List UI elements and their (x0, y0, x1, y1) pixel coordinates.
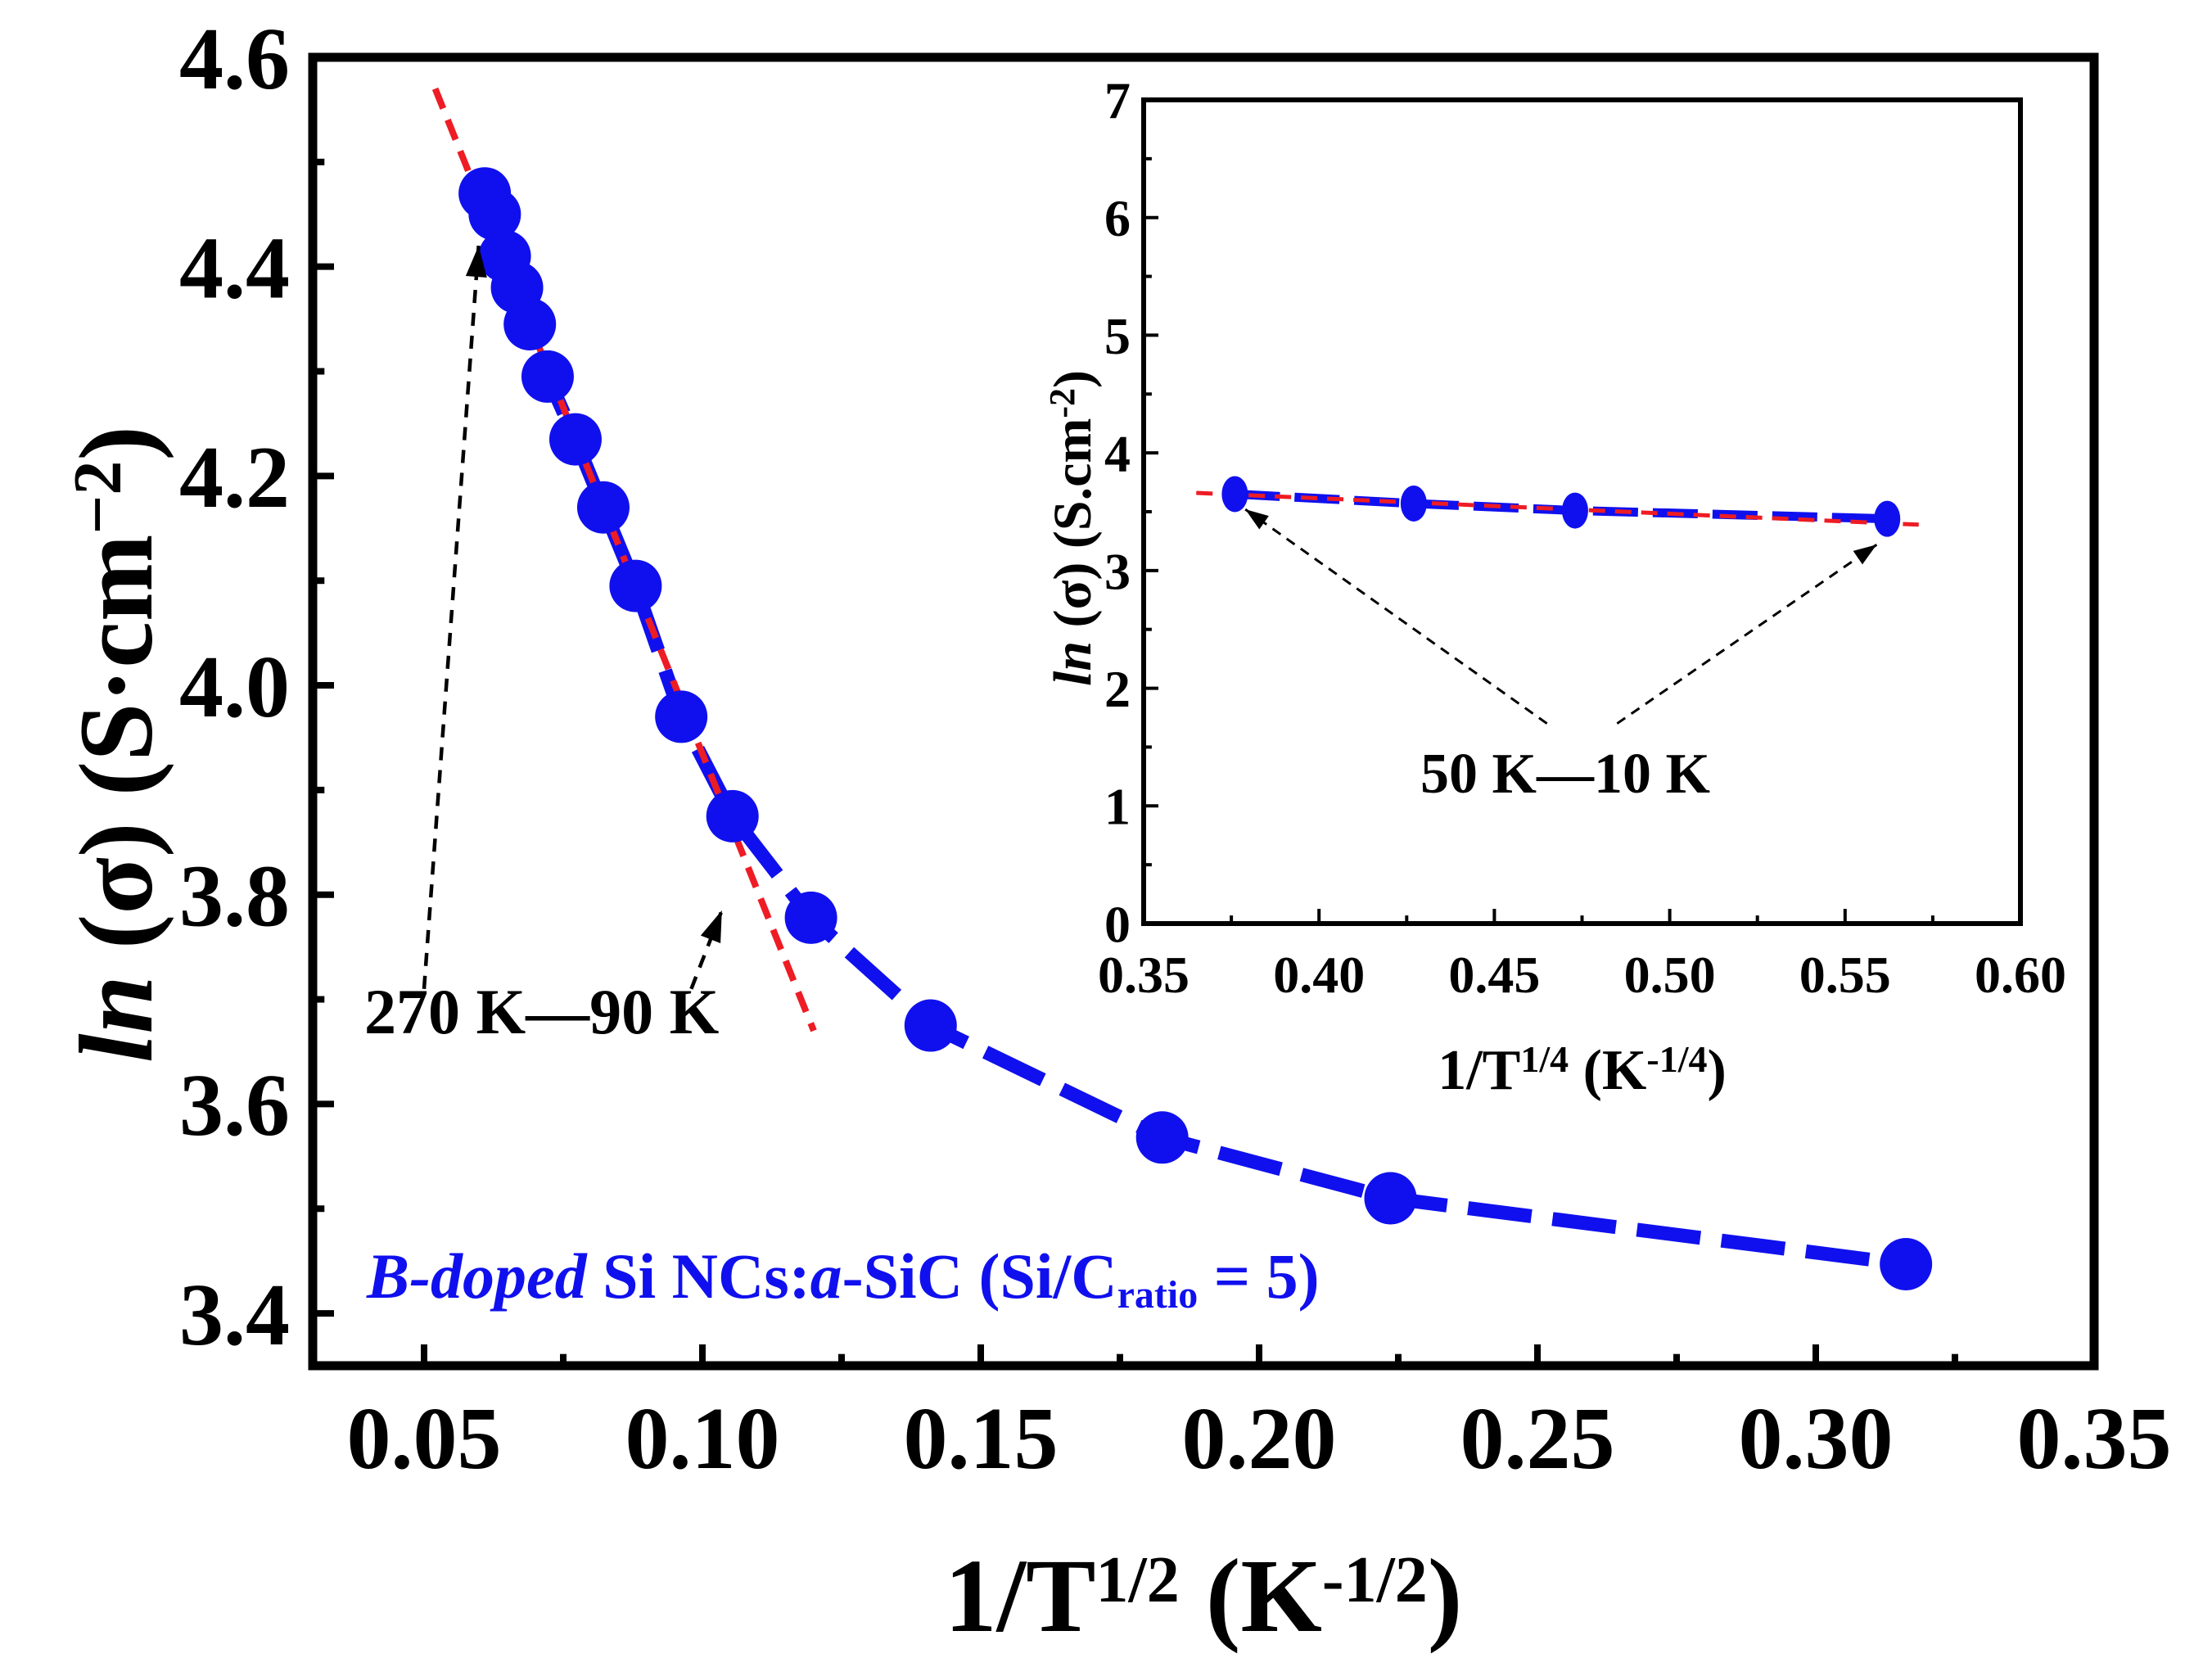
main-x-tick-label: 0.30 (1739, 1390, 1894, 1488)
main-data-point (706, 789, 759, 843)
main-data-point (576, 481, 630, 534)
legend-prefix: B-doped (366, 1240, 588, 1312)
main-y-axis-label: ln (σ) (S·cm−2) (58, 426, 174, 1063)
main-series-line (478, 190, 1907, 1272)
inset-x-tick-label: 0.50 (1624, 946, 1716, 1004)
main-data-point (503, 297, 557, 350)
main-x-tick-label: 0.10 (625, 1390, 780, 1488)
inset-annotation-label: 50 K—10 K (1420, 743, 1710, 806)
main-y-tick-label: 3.4 (179, 1267, 290, 1364)
inset-data-point (1874, 500, 1901, 537)
y-label-ln: ln (58, 975, 174, 1063)
inset-y-tick-label: 1 (1104, 778, 1131, 836)
inset-data-point (1221, 476, 1248, 513)
main-arrow-head (465, 246, 487, 278)
main-annotation-arrow (422, 245, 481, 989)
main-y-tick-label: 4.2 (179, 429, 290, 526)
legend-text: -SiC (Si/C (842, 1240, 1117, 1312)
legend-text: = 5) (1198, 1240, 1319, 1312)
inset-y-tick-label: 3 (1104, 542, 1131, 600)
inset-annotation-arrow (1244, 508, 1548, 725)
inset-fit-line (1196, 490, 1919, 527)
main-y-tick-label: 3.8 (179, 848, 290, 946)
inset-x-label-text: 1/T (1438, 1039, 1520, 1102)
main-arrow-head (700, 910, 722, 944)
inset-x-label-sup: 1/4 (1520, 1038, 1569, 1080)
inset-data-point (1561, 492, 1588, 529)
inset-arrow-head (1245, 509, 1269, 530)
inset-y-label-sup: -2 (1042, 388, 1082, 418)
main-data-point (784, 891, 837, 944)
inset-y-tick-label: 5 (1104, 307, 1131, 365)
main-data-point (904, 999, 957, 1052)
main-x-tick-label: 0.05 (347, 1390, 502, 1488)
legend-italic: a (810, 1240, 842, 1312)
y-label-sup: −2 (60, 461, 136, 535)
main-y-tick-label: 3.6 (179, 1057, 290, 1154)
main-x-axis-label: 1/T1/2 (K-1/2) (945, 1538, 1463, 1654)
main-x-tick-label: 0.35 (2017, 1390, 2172, 1488)
main-data-point (521, 350, 574, 403)
main-x-tick-label: 0.20 (1182, 1390, 1337, 1488)
main-data-point (655, 690, 708, 743)
inset-y-label-ln: ln (1043, 641, 1103, 686)
x-label-sup: -1/2 (1322, 1544, 1428, 1616)
main-plot: 0.05 0.10 0.15 0.20 0.25 0.30 0.35 3.4 3.6 3.8 4.0… (58, 11, 2172, 1654)
main-data-point (1135, 1111, 1189, 1164)
x-label-text: (K (1180, 1538, 1322, 1654)
inset-y-tick-label: 6 (1104, 189, 1131, 247)
legend-text: Si NCs: (587, 1240, 810, 1312)
inset-x-tick-label: 0.40 (1273, 946, 1365, 1004)
inset-x-label-sup: -1/4 (1646, 1038, 1707, 1080)
main-y-tick-label: 4.4 (179, 219, 290, 317)
inset-x-axis-label: 1/T1/4 (K-1/4) (1438, 1038, 1727, 1102)
legend-sub: ratio (1117, 1273, 1199, 1317)
x-label-text: 1/T (945, 1538, 1096, 1654)
inset-data-point (1400, 485, 1427, 522)
inset-annotation-arrow (1616, 544, 1878, 725)
inset-y-tick-label: 4 (1104, 425, 1131, 483)
main-data-point (1880, 1237, 1933, 1290)
inset-y-label-text: ) (1043, 370, 1103, 388)
main-data-point (609, 559, 662, 612)
legend-label: B-doped Si NCs:a-SiC (Si/Cratio = 5) (366, 1240, 1320, 1317)
x-label-sup: 1/2 (1096, 1544, 1180, 1616)
main-data-point (1364, 1172, 1417, 1225)
main-annotation-label: 270 K—90 K (364, 976, 720, 1047)
inset-x-tick-label: 0.60 (1975, 946, 2066, 1004)
inset-x-tick-label: 0.55 (1799, 946, 1891, 1004)
main-y-tick-label: 4.6 (179, 11, 290, 108)
inset-y-tick-label: 7 (1104, 71, 1131, 129)
main-data-point (548, 413, 602, 466)
main-y-tick-label: 4.0 (179, 639, 290, 736)
inset-y-axis-label: ln (σ) (S.cm-2) (1042, 370, 1103, 686)
inset-x-tick-label: 0.35 (1098, 946, 1190, 1004)
inset-y-tick-label: 0 (1104, 895, 1131, 953)
main-x-tick-label: 0.25 (1460, 1390, 1615, 1488)
main-plot-frame (308, 52, 2099, 1371)
main-data-point (468, 187, 521, 241)
inset-y-tick-label: 2 (1104, 660, 1131, 718)
x-label-text: ) (1428, 1538, 1463, 1654)
main-x-tick-label: 0.15 (904, 1390, 1059, 1488)
inset-plot: 0.35 0.40 0.45 0.50 0.55 0.60 0 1 2 3 4 5 6 7 1/T1/4 (… (1042, 71, 2066, 1102)
inset-x-tick-label: 0.45 (1448, 946, 1540, 1004)
y-label-text: (σ) (S·cm (58, 534, 174, 975)
inset-y-label-text: (σ) (S.cm (1043, 418, 1103, 641)
inset-arrow-head (1853, 544, 1877, 565)
y-label-text: ) (58, 426, 174, 461)
inset-x-label-text: ) (1707, 1039, 1726, 1102)
inset-x-label-text: (K (1569, 1039, 1646, 1102)
